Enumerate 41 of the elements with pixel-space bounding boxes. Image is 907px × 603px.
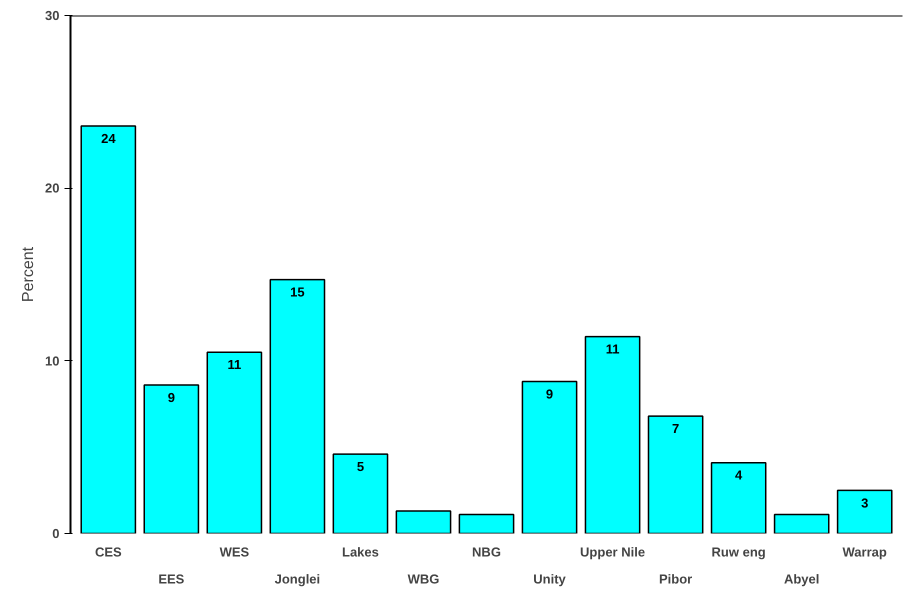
x-tick-label: Pibor — [658, 572, 692, 586]
data-label: 11 — [606, 342, 620, 357]
x-tick-label: Abyel — [784, 572, 820, 586]
x-tick-label: Ruw eng — [712, 544, 766, 560]
x-tick-label: Jonglei — [274, 572, 320, 586]
x-tick-label: Unity — [533, 572, 567, 586]
y-tick-label: 0 — [52, 526, 60, 541]
bar — [774, 514, 830, 534]
bar — [270, 278, 326, 534]
data-label: 9 — [546, 386, 554, 402]
y-tick-label: 10 — [45, 353, 60, 368]
x-tick-label: EES — [158, 572, 185, 586]
y-tick-label: 20 — [45, 180, 60, 196]
bar — [206, 351, 262, 534]
data-label: 5 — [356, 459, 364, 474]
bar — [584, 336, 640, 534]
y-axis-title: Percent — [20, 246, 38, 302]
data-label: 9 — [168, 390, 175, 406]
data-label: 24 — [101, 131, 116, 146]
data-label: 7 — [672, 421, 680, 436]
y-tick-label: 30 — [45, 8, 60, 23]
x-tick-label: Warrap — [842, 544, 887, 560]
bar — [648, 415, 704, 534]
bar — [143, 384, 200, 534]
data-label: 4 — [735, 468, 744, 483]
bar — [458, 514, 514, 534]
bar — [710, 462, 766, 534]
data-label: 3 — [861, 495, 868, 510]
bar — [80, 125, 136, 534]
x-tick-label: Upper Nile — [580, 544, 646, 560]
data-label: 11 — [228, 357, 242, 372]
x-tick-label: WES — [220, 544, 250, 560]
x-tick-label: WBG — [408, 572, 440, 586]
bar — [836, 490, 893, 534]
bar — [396, 510, 452, 534]
bar — [332, 453, 388, 534]
x-tick-label: Lakes — [342, 544, 379, 560]
bar — [522, 380, 578, 534]
x-tick-label: NBG — [472, 544, 501, 560]
data-label: 15 — [290, 284, 305, 300]
x-tick-label: CES — [94, 544, 122, 560]
